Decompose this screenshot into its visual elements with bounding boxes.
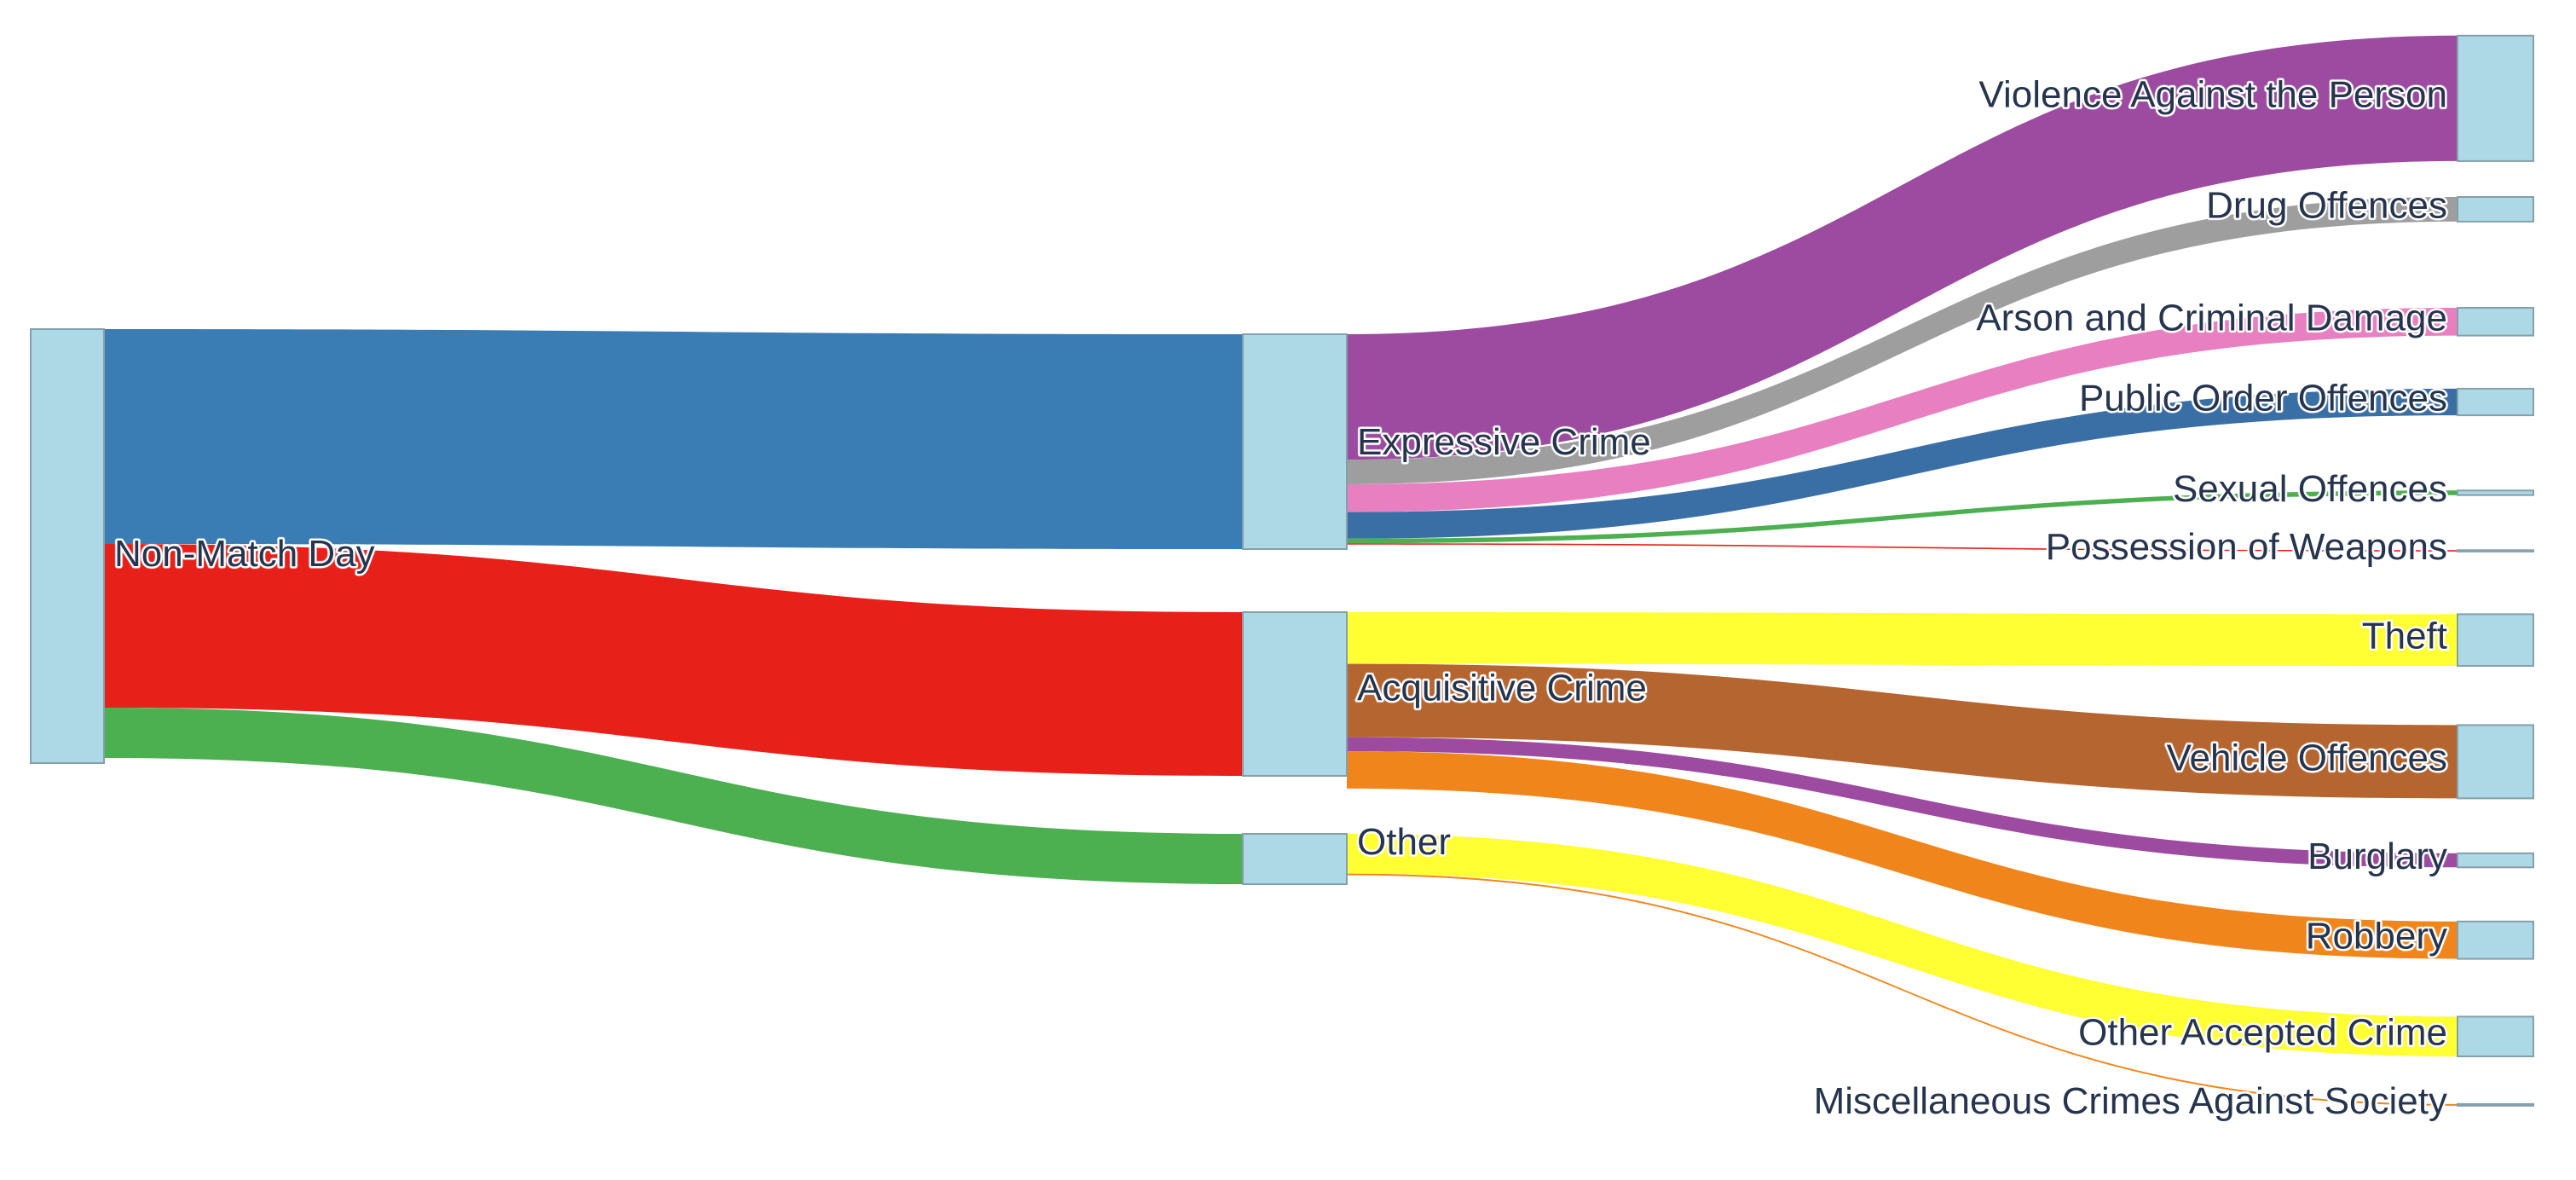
svg-text:Possession of Weapons: Possession of Weapons [2046,526,2447,568]
svg-text:Drug Offences: Drug Offences [2206,184,2447,226]
svg-text:Sexual Offences: Sexual Offences [2173,468,2447,510]
svg-text:Vehicle Offences: Vehicle Offences [2167,737,2447,778]
svg-text:Arson and Criminal Damage: Arson and Criminal Damage [1976,297,2447,338]
svg-text:Expressive Crime: Expressive Crime [1357,421,1651,463]
svg-text:Miscellaneous Crimes Against S: Miscellaneous Crimes Against Society [1814,1080,2447,1122]
svg-text:Acquisitive Crime: Acquisitive Crime [1357,668,1647,709]
svg-text:Non-Match Day: Non-Match Day [114,533,375,575]
svg-text:Robbery: Robbery [2306,916,2447,957]
svg-text:Public Order Offences: Public Order Offences [2079,378,2447,419]
svg-text:Other: Other [1357,821,1451,863]
svg-text:Other Accepted Crime: Other Accepted Crime [2078,1012,2447,1054]
svg-text:Burglary: Burglary [2307,836,2447,877]
svg-text:Theft: Theft [2362,616,2447,657]
svg-text:Violence Against the Person: Violence Against the Person [1978,73,2447,115]
